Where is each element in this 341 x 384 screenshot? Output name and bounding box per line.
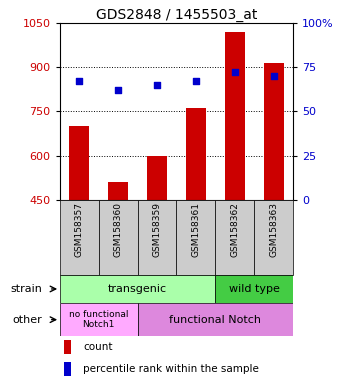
- Bar: [216, 200, 254, 275]
- Bar: [254, 200, 293, 275]
- Bar: [137, 303, 293, 336]
- Point: [232, 70, 238, 76]
- Point: [193, 78, 199, 84]
- Text: GSM158357: GSM158357: [75, 202, 84, 257]
- Bar: [264, 63, 283, 200]
- Bar: [64, 341, 71, 354]
- Text: GSM158361: GSM158361: [191, 202, 201, 257]
- Text: no functional
Notch1: no functional Notch1: [69, 310, 128, 329]
- Text: GSM158363: GSM158363: [269, 202, 278, 257]
- Bar: [216, 275, 293, 303]
- Text: strain: strain: [10, 284, 42, 294]
- Bar: [137, 200, 177, 275]
- Bar: [177, 200, 216, 275]
- Text: count: count: [83, 342, 113, 352]
- Text: GSM158359: GSM158359: [152, 202, 162, 257]
- Bar: [147, 156, 167, 200]
- Point: [154, 82, 160, 88]
- Point: [115, 87, 121, 93]
- Bar: [60, 200, 99, 275]
- Point: [76, 78, 82, 84]
- Bar: [60, 303, 137, 336]
- Text: transgenic: transgenic: [108, 284, 167, 294]
- Bar: [64, 362, 71, 376]
- Bar: [108, 182, 128, 200]
- Text: functional Notch: functional Notch: [169, 314, 262, 325]
- Text: percentile rank within the sample: percentile rank within the sample: [83, 364, 259, 374]
- Text: other: other: [12, 314, 42, 325]
- Title: GDS2848 / 1455503_at: GDS2848 / 1455503_at: [96, 8, 257, 22]
- Bar: [99, 200, 137, 275]
- Bar: [60, 275, 216, 303]
- Text: GSM158362: GSM158362: [231, 202, 239, 257]
- Point: [271, 73, 277, 79]
- Bar: [70, 126, 89, 200]
- Text: GSM158360: GSM158360: [114, 202, 122, 257]
- Bar: [225, 32, 244, 200]
- Bar: [186, 108, 206, 200]
- Text: wild type: wild type: [229, 284, 280, 294]
